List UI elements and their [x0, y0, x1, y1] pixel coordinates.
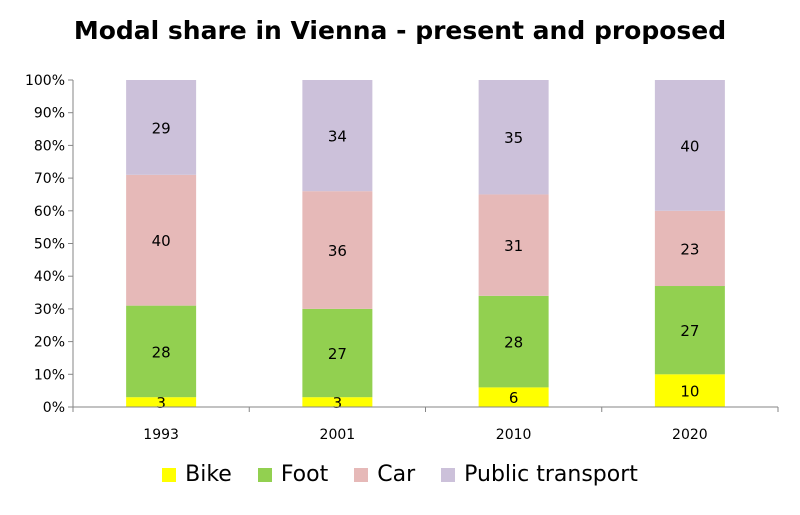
y-tick-label: 40%: [34, 269, 65, 285]
y-tick-label: 90%: [34, 106, 65, 122]
y-tick-label: 70%: [34, 171, 65, 187]
data-label-bike-2001: 3: [333, 394, 343, 412]
bar-foot-2010: [478, 295, 549, 388]
data-label-car-1993: 40: [152, 232, 171, 250]
bar-foot-1993: [126, 305, 197, 398]
bar-public-transport-2020: [654, 80, 725, 211]
y-tick-label: 100%: [25, 73, 65, 89]
bar-public-transport-1993: [126, 80, 197, 175]
bar-bike-2001: [302, 397, 373, 407]
bar-foot-2020: [654, 286, 725, 375]
bar-public-transport-2001: [302, 80, 373, 192]
legend-label-foot: Foot: [280, 462, 329, 487]
legend-label-bike: Bike: [185, 462, 232, 487]
legend-item-foot: Foot: [257, 462, 329, 487]
y-tick-label: 0%: [43, 400, 65, 416]
data-label-public-transport-2020: 40: [680, 137, 699, 155]
chart-title: Modal share in Vienna - present and prop…: [73, 16, 727, 45]
data-label-car-2020: 23: [680, 240, 699, 258]
y-tick-label: 20%: [34, 335, 65, 351]
legend-swatch-car: [354, 467, 369, 482]
legend-swatch-bike: [162, 467, 177, 482]
bar-bike-2020: [654, 374, 725, 407]
bar-car-2020: [654, 210, 725, 287]
x-tick-label: 2010: [496, 427, 532, 443]
legend-label-car: Car: [377, 462, 416, 487]
legend-item-public-transport: Public transport: [441, 462, 638, 487]
data-label-foot-2020: 27: [680, 322, 699, 340]
data-label-bike-1993: 3: [156, 394, 166, 412]
bar-foot-2001: [302, 308, 373, 398]
y-tick-label: 60%: [34, 204, 65, 220]
legend-label-public-transport: Public transport: [464, 462, 638, 487]
data-label-bike-2010: 6: [509, 389, 519, 407]
x-tick-label: 2001: [320, 427, 356, 443]
legend-item-bike: Bike: [162, 462, 232, 487]
bar-car-1993: [126, 174, 197, 306]
y-tick-label: 80%: [34, 138, 65, 154]
legend-item-car: Car: [354, 462, 415, 487]
data-label-public-transport-1993: 29: [152, 119, 171, 137]
y-tick-label: 10%: [34, 367, 65, 383]
data-label-car-2001: 36: [328, 242, 347, 260]
x-tick-label: 2020: [672, 427, 708, 443]
y-tick-label: 50%: [34, 237, 65, 253]
legend: Bike Foot Car Public transport: [0, 462, 800, 487]
data-label-foot-1993: 28: [152, 343, 171, 361]
y-tick-label: 30%: [34, 302, 65, 318]
bar-car-2010: [478, 194, 549, 296]
data-label-foot-2001: 27: [328, 345, 347, 363]
data-label-public-transport-2010: 35: [504, 129, 523, 147]
bar-car-2001: [302, 191, 373, 309]
data-label-bike-2020: 10: [680, 383, 699, 401]
bar-bike-1993: [126, 397, 197, 407]
legend-swatch-public-transport: [441, 467, 456, 482]
bar-bike-2010: [478, 387, 549, 407]
legend-swatch-foot: [257, 467, 272, 482]
data-label-public-transport-2001: 34: [328, 128, 347, 146]
data-label-foot-2010: 28: [504, 334, 523, 352]
x-tick-label: 1993: [143, 427, 179, 443]
data-label-car-2010: 31: [504, 237, 523, 255]
bar-public-transport-2010: [478, 80, 549, 195]
